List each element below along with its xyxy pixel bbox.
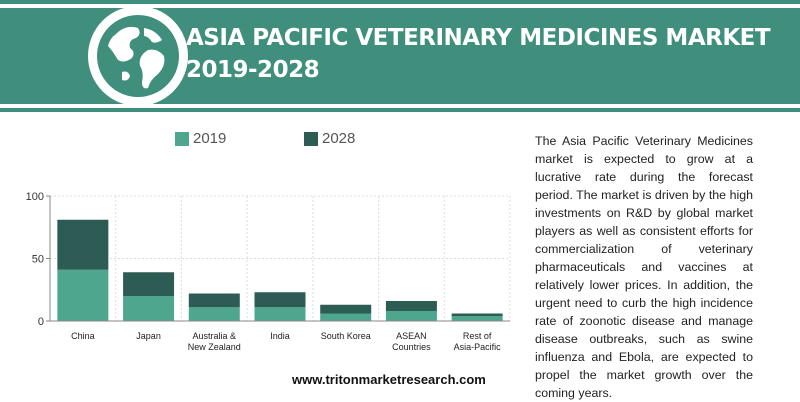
plot-area: China Japan Australia &New Zealand India Sou…	[26, 191, 511, 352]
bar-2019-0	[57, 269, 109, 321]
description-text: The Asia Pacific Veterinary Medicines ma…	[535, 134, 753, 400]
legend-swatch-2028	[304, 132, 318, 146]
x-tick-label: Asia-Pacific	[454, 342, 502, 352]
y-tick-label: 100	[26, 191, 44, 203]
title-line-1: ASIA PACIFIC VETERINARY MEDICINES MARKET	[186, 25, 771, 51]
x-tick-label: ASEAN	[396, 331, 427, 341]
bar-2019-3	[254, 307, 306, 321]
bar-2028-2	[188, 293, 240, 308]
legend-label-2019: 2019	[193, 130, 227, 147]
bar-2028-3	[254, 292, 306, 308]
y-tick-label: 0	[38, 316, 44, 328]
x-tick-label: Japan	[136, 331, 161, 341]
bar-2019-5	[385, 311, 437, 321]
globe-icon	[88, 6, 188, 106]
x-tick-label: New Zealand	[188, 342, 241, 352]
x-tick-label: Australia &	[193, 331, 237, 341]
title-line-2: 2019-2028	[186, 57, 320, 83]
bar-chart: 2019 2028 China Japan Australia & New Zeala…	[20, 120, 520, 390]
bar-2019-4	[320, 313, 372, 321]
y-tick-label: 50	[32, 254, 44, 266]
bar-2028-6	[451, 313, 503, 316]
x-tick-label: Rest of	[463, 331, 492, 341]
legend-label-2028: 2028	[322, 130, 356, 147]
header-top-stripe	[0, 0, 800, 4]
bar-2028-0	[57, 219, 109, 270]
bar-2019-6	[451, 316, 503, 321]
bar-2019-2	[188, 307, 240, 321]
website-link[interactable]: www.tritonmarketresearch.com	[292, 372, 486, 387]
x-tick-label: India	[270, 331, 290, 341]
page-title: ASIA PACIFIC VETERINARY MEDICINES MARKET…	[186, 22, 771, 86]
bar-2028-4	[320, 304, 372, 314]
x-tick-label: South Korea	[321, 331, 371, 341]
bar-2028-1	[123, 272, 175, 296]
x-tick-label: China	[71, 331, 95, 341]
header-banner: ASIA PACIFIC VETERINARY MEDICINES MARKET…	[0, 0, 800, 112]
bar-2028-5	[385, 301, 437, 311]
bar-2019-1	[123, 296, 175, 321]
legend-swatch-2019	[175, 132, 189, 146]
header-bottom-stripe	[0, 108, 800, 112]
x-tick-label: Countries	[392, 342, 431, 352]
